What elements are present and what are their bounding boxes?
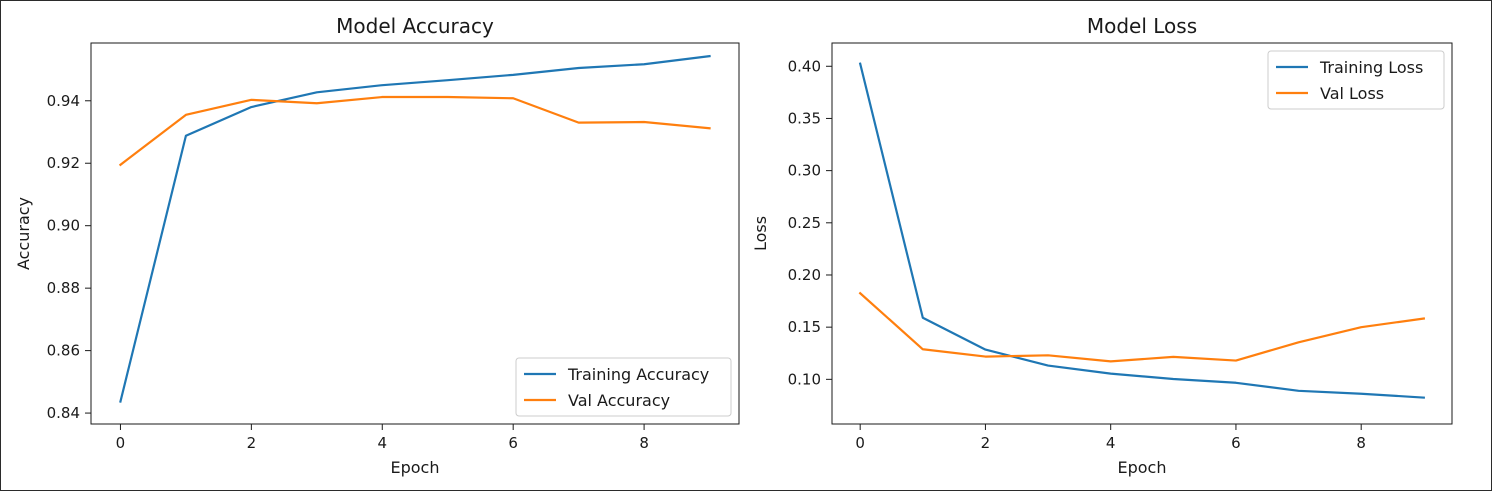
model-loss-x-tick-label: 8 (1356, 434, 1366, 452)
model-loss-legend: Training Loss Val Loss (1267, 50, 1445, 110)
model-loss-y-tick-label: 0.25 (788, 214, 821, 232)
model-accuracy-plot-frame (90, 42, 740, 425)
model-loss-y-tick-label: 0.30 (788, 162, 821, 180)
model-loss-legend-label-val-loss: Val Loss (1320, 84, 1384, 103)
model-loss-legend-box (1267, 50, 1445, 110)
model-accuracy-x-tick-label: 8 (639, 434, 649, 452)
model-accuracy-y-tick-label: 0.90 (47, 217, 80, 235)
model-loss-legend-label-training-loss: Training Loss (1319, 58, 1423, 77)
model-accuracy-legend-label-training-accuracy: Training Accuracy (567, 365, 709, 384)
model-accuracy-x-tick-label: 2 (247, 434, 257, 452)
model-loss-plot-frame (831, 42, 1453, 425)
model-accuracy-x-axis-label: Epoch (391, 458, 440, 477)
model-accuracy-series-val-accuracy-line (118, 95, 711, 167)
model-loss-x-tick-label: 2 (981, 434, 991, 452)
model-accuracy-x-tick-label: 6 (508, 434, 518, 452)
model-loss-x-tick-label: 0 (855, 434, 865, 452)
model-loss-x-tick-label: 6 (1231, 434, 1241, 452)
model-loss-title: Model Loss (1087, 14, 1197, 38)
model-accuracy-legend-label-val-accuracy: Val Accuracy (568, 391, 670, 410)
model-accuracy-y-tick-label: 0.84 (47, 404, 80, 422)
model-accuracy-y-tick-label: 0.92 (47, 154, 80, 172)
model-loss-y-axis-label: Loss (751, 216, 770, 251)
model-accuracy-series-training-accuracy-line (119, 54, 711, 403)
model-accuracy-title: Model Accuracy (336, 14, 494, 38)
model-loss-series-val-loss-line (858, 291, 1426, 363)
model-loss-y-tick-label: 0.35 (788, 109, 821, 127)
model-loss-y-tick-label: 0.20 (788, 266, 821, 284)
model-accuracy-legend-box (515, 357, 732, 417)
model-loss-y-tick-label: 0.15 (788, 318, 821, 336)
accuracy-chart: Model Accuracy 0 2 4 6 8 0.84 0.86 0.88 0.90 0.92 0… (14, 14, 740, 477)
model-loss-x-tick-label: 4 (1106, 434, 1116, 452)
model-accuracy-y-axis-label: Accuracy (14, 197, 33, 270)
model-accuracy-x-tick-label: 4 (377, 434, 387, 452)
model-accuracy-x-tick-label: 0 (116, 434, 126, 452)
model-accuracy-legend: Training Accuracy Val Accuracy (515, 357, 732, 417)
model-accuracy-y-tick-label: 0.88 (47, 279, 80, 297)
model-loss-y-tick-label: 0.10 (788, 370, 821, 388)
model-accuracy-y-tick-label: 0.94 (47, 92, 80, 110)
model-loss-x-axis-label: Epoch (1118, 458, 1167, 477)
model-loss-series-training-loss-line (858, 62, 1425, 399)
model-accuracy-y-tick-label: 0.86 (47, 342, 80, 360)
model-loss-y-tick-label: 0.40 (788, 57, 821, 75)
